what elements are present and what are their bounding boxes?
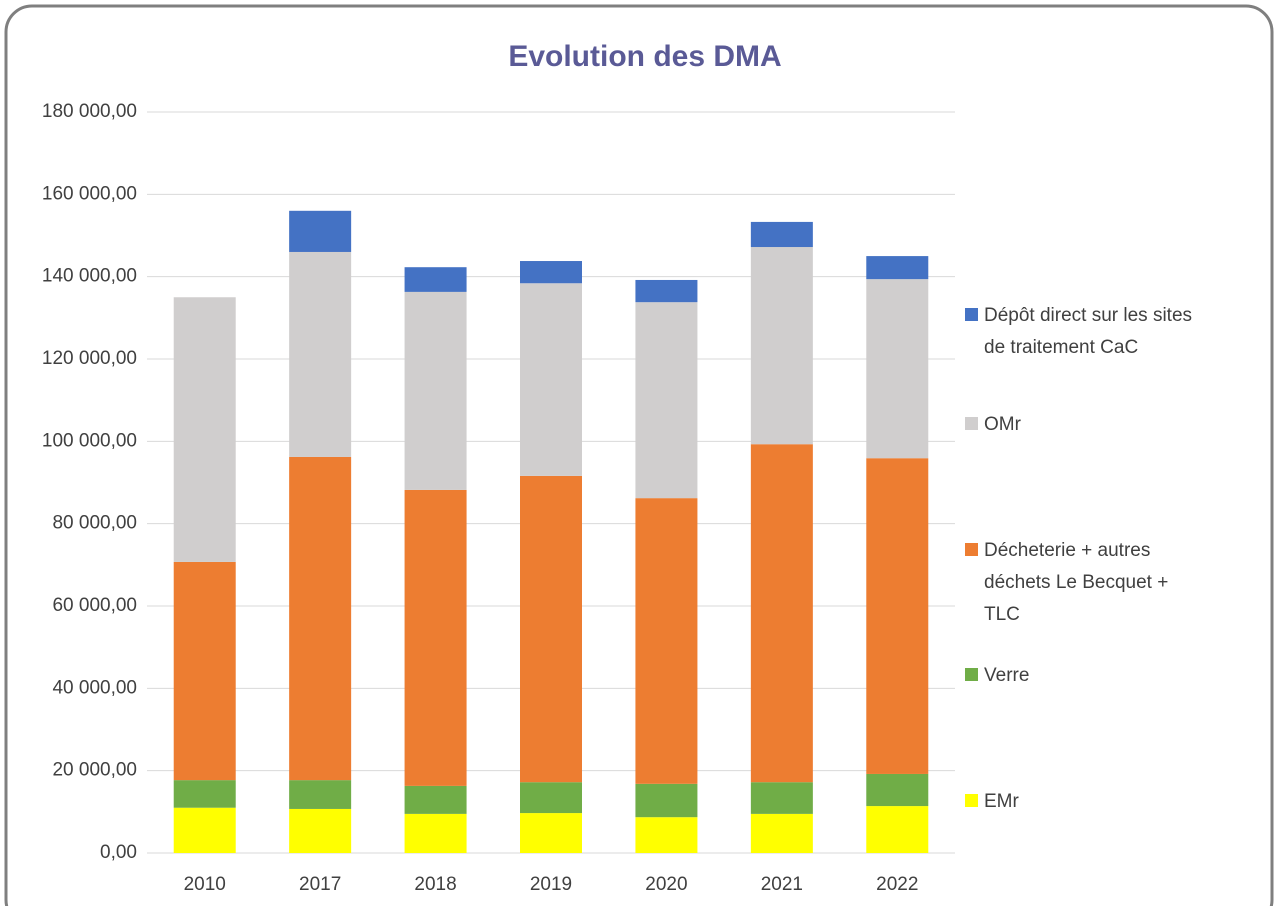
legend-item: Dépôt direct sur les sites de traitement…	[965, 300, 1205, 364]
x-tick-label: 2017	[299, 874, 341, 895]
legend-item: OMr	[965, 409, 1205, 441]
bar-segment	[866, 256, 929, 280]
x-tick-label: 2010	[184, 874, 226, 895]
legend-item: Décheterie + autres déchets Le Becquet +…	[965, 535, 1205, 631]
bar-segment	[289, 251, 352, 457]
bar-segment	[635, 279, 698, 303]
y-tick-label: 140 000,00	[42, 266, 137, 287]
bar-segment	[404, 489, 467, 786]
bar-segment	[289, 780, 352, 809]
bar-segment	[750, 782, 813, 814]
y-tick-label: 120 000,00	[42, 348, 137, 369]
bar-segment	[173, 297, 236, 562]
bar-segment	[750, 247, 813, 445]
legend-label: EMr	[984, 791, 1019, 812]
y-tick-label: 0,00	[100, 842, 137, 863]
bar-segment	[635, 783, 698, 818]
bar-segment	[289, 456, 352, 781]
x-tick-label: 2021	[761, 874, 803, 895]
legend-swatch	[965, 308, 978, 321]
legend-label: OMr	[984, 414, 1021, 435]
legend-swatch	[965, 668, 978, 681]
y-tick-label: 20 000,00	[52, 760, 137, 781]
legend-item: Verre	[965, 660, 1205, 692]
bar-segment	[866, 806, 929, 853]
y-tick-label: 180 000,00	[42, 101, 137, 122]
legend-label: Verre	[984, 665, 1030, 686]
bar-segment	[635, 302, 698, 499]
bar-segment	[173, 807, 236, 853]
bar-segment	[750, 221, 813, 248]
bar-segment	[520, 283, 582, 476]
bar-segment	[520, 475, 582, 783]
x-tick-label: 2019	[530, 874, 572, 895]
bar-segment	[520, 261, 582, 284]
y-tick-label: 80 000,00	[52, 513, 137, 534]
legend-label: Dépôt direct sur les sites de traitement…	[984, 305, 1193, 358]
y-tick-label: 160 000,00	[42, 183, 137, 204]
bar-segment	[173, 561, 236, 781]
chart-title: Evolution des DMA	[508, 40, 781, 73]
bar-segment	[404, 267, 467, 292]
bar-segment	[404, 291, 467, 490]
legend-swatch	[965, 794, 978, 807]
legend-item: EMr	[965, 786, 1205, 818]
legend-swatch	[965, 417, 978, 430]
bar-segment	[289, 808, 352, 853]
bar-segment	[520, 782, 582, 814]
bar-segment	[866, 279, 929, 459]
legend-swatch	[965, 543, 978, 556]
bar-segment	[289, 210, 352, 252]
legend-label: Décheterie + autres déchets Le Becquet +…	[984, 540, 1169, 625]
bar-segment	[750, 813, 813, 853]
bar-segment	[866, 773, 929, 807]
y-tick-label: 40 000,00	[52, 677, 137, 698]
y-tick-label: 100 000,00	[42, 430, 137, 451]
bar-segment	[635, 498, 698, 784]
y-tick-label: 60 000,00	[52, 595, 137, 616]
bar-segment	[866, 458, 929, 774]
bar-segment	[520, 813, 582, 853]
x-tick-label: 2020	[645, 874, 687, 895]
x-tick-label: 2018	[414, 874, 456, 895]
bar-segment	[635, 817, 698, 853]
bar-segment	[173, 780, 236, 808]
bar-segment	[404, 813, 467, 853]
x-tick-label: 2022	[876, 874, 918, 895]
bar-segment	[750, 444, 813, 783]
bar-segment	[404, 785, 467, 814]
